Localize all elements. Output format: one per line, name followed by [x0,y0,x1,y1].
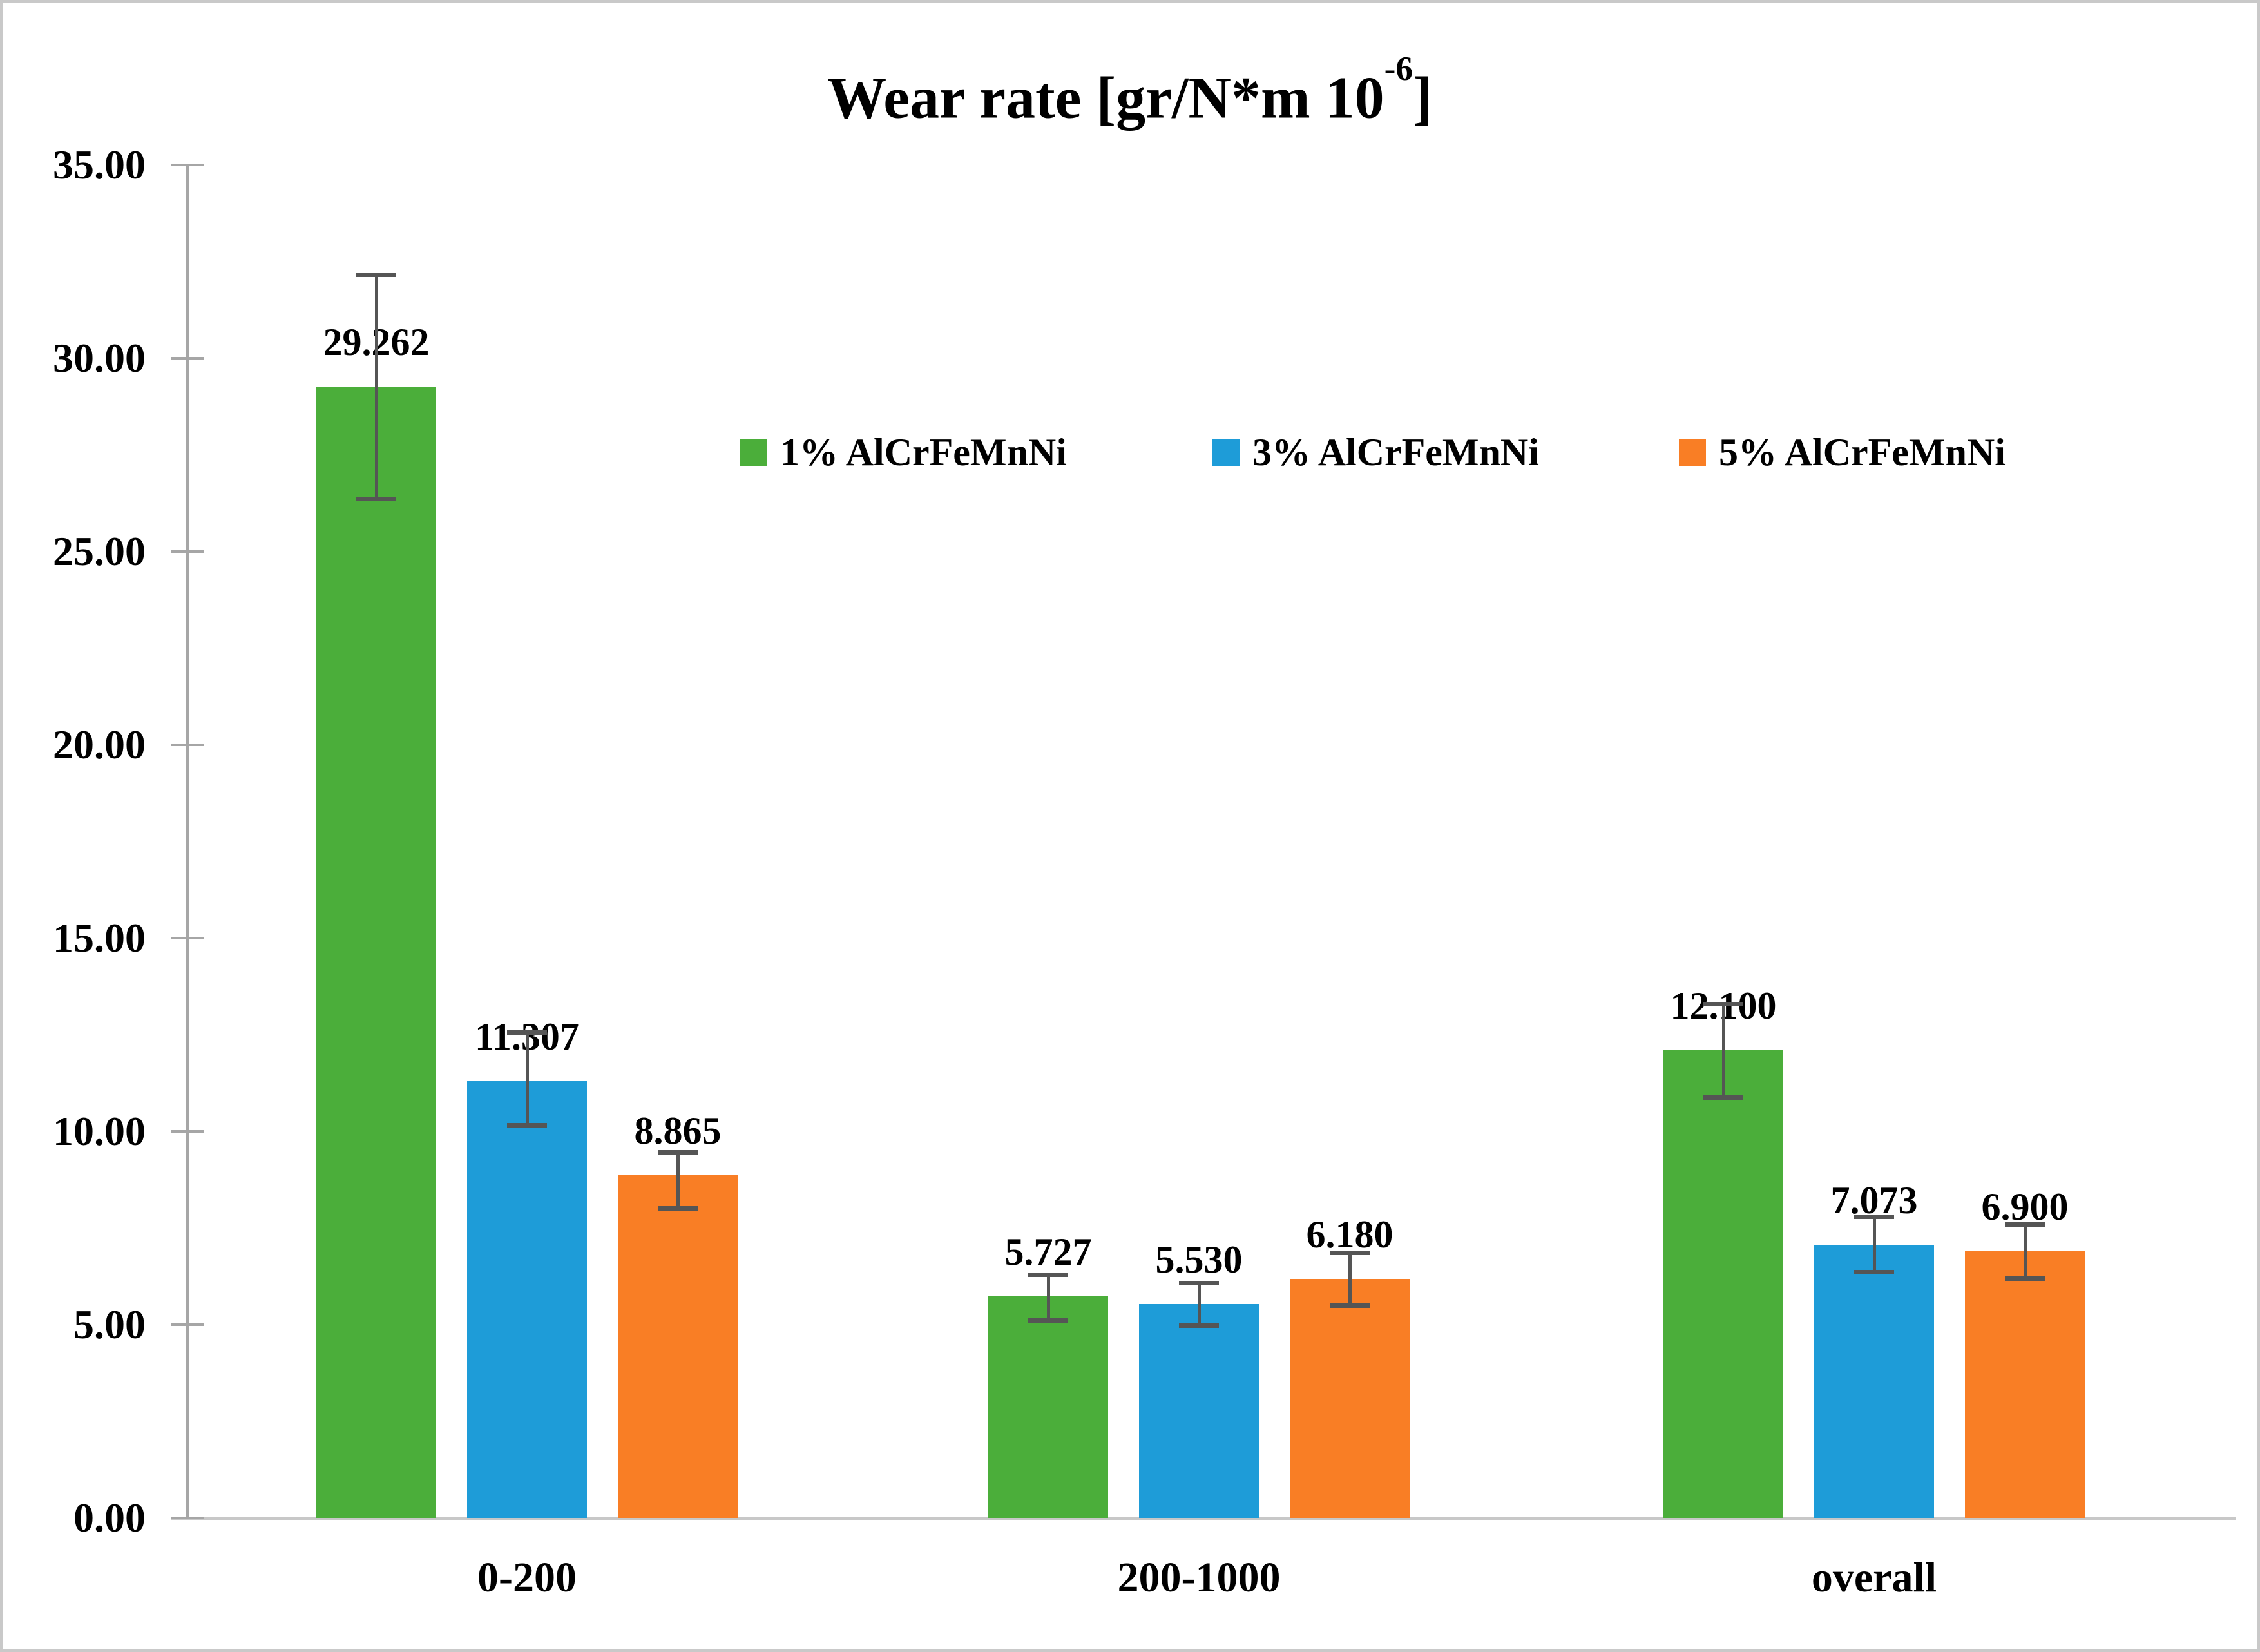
legend-item-3-alcrfemnni: 3% AlCrFeMnNi [1212,431,1539,474]
error-bar-cap-bottom [507,1122,547,1128]
legend-swatch-icon [740,439,767,466]
error-bar-cap-top [1028,1272,1068,1277]
error-bar-line [1872,1216,1876,1272]
chart-title-text: Wear rate [gr/N*m 10 [827,64,1384,131]
legend-item-1-alcrfemnni: 1% AlCrFeMnNi [740,431,1067,474]
bar-3-alcrfemnni-200-1000 [1139,1304,1259,1518]
y-axis-line [186,165,189,1518]
error-bar-line [1348,1253,1352,1305]
error-bar-cap-top [1854,1215,1894,1220]
error-bar-cap-bottom [1179,1323,1219,1329]
bar-1-alcrfemnni-200-1000 [988,1296,1108,1518]
x-axis-line [171,1517,2236,1520]
error-bar-cap-bottom [1028,1318,1068,1323]
bar-3-alcrfemnni-overall [1814,1244,1934,1518]
error-bar-cap-top [1703,1002,1743,1006]
bar-value-label: 7.073 [1830,1178,1918,1222]
y-axis-tick-label: 35.00 [53,142,146,187]
y-axis-tick [171,1323,204,1326]
bar-value-label: 6.900 [1981,1186,2069,1228]
bar-3-alcrfemnni-0-200 [467,1081,587,1518]
error-bar-cap-top [1330,1251,1370,1256]
error-bar-cap-top [2005,1222,2045,1227]
bar-value-label: 6.180 [1306,1213,1393,1256]
error-bar-line [1721,1004,1725,1098]
y-axis-tick-label: 30.00 [53,335,146,381]
y-axis-tick [171,164,204,166]
y-axis-tick-label: 10.00 [53,1108,146,1154]
bar-5-alcrfemnni-overall [1965,1251,2085,1518]
bar-value-label: 5.530 [1155,1238,1243,1282]
legend-item-5-alcrfemnni: 5% AlCrFeMnNi [1679,431,2006,474]
legend-swatch-icon [1679,439,1706,466]
error-bar-cap-bottom [658,1206,698,1211]
legend-swatch-icon [1212,439,1240,466]
x-axis-category-label: overall [1811,1554,1937,1601]
error-bar-cap-top [658,1150,698,1155]
error-bar-line [676,1152,680,1209]
chart-title-suffix: ] [1413,64,1433,131]
error-bar-cap-top [507,1030,547,1035]
legend-label: 1% AlCrFeMnNi [780,431,1067,474]
bar-5-alcrfemnni-200-1000 [1290,1279,1410,1518]
chart-title: Wear rate [gr/N*m 10-6] [3,49,2257,133]
y-axis-tick [171,357,204,360]
y-axis-tick [171,1517,204,1519]
x-axis-category-label: 0-200 [477,1554,577,1601]
error-bar-line [1046,1274,1050,1320]
bar-5-alcrfemnni-0-200 [618,1175,738,1518]
error-bar-cap-top [1179,1281,1219,1286]
error-bar-cap-bottom [356,497,396,502]
bar-1-alcrfemnni-0-200 [316,387,436,1518]
error-bar-line [1197,1283,1201,1326]
error-bar-line [374,274,378,499]
legend-label: 3% AlCrFeMnNi [1252,431,1539,474]
y-axis-tick [171,550,204,553]
y-axis-tick [171,937,204,939]
chart-title-superscript: -6 [1384,49,1413,88]
error-bar-cap-bottom [1703,1095,1743,1100]
y-axis-tick-label: 5.00 [73,1301,146,1347]
y-axis-tick-label: 20.00 [53,722,146,767]
y-axis-tick-label: 15.00 [53,915,146,961]
legend-label: 5% AlCrFeMnNi [1719,431,2006,474]
y-axis-tick-label: 25.00 [53,528,146,574]
bar-value-label: 8.865 [634,1109,722,1153]
error-bar-line [525,1032,529,1125]
y-axis-tick-label: 0.00 [73,1495,146,1541]
x-axis-category-label: 200-1000 [1117,1554,1281,1601]
error-bar-cap-bottom [1854,1269,1894,1274]
y-axis-tick [171,1130,204,1133]
error-bar-cap-bottom [1330,1303,1370,1308]
error-bar-line [2023,1224,2027,1278]
bar-value-label: 5.727 [1004,1231,1092,1274]
bar-1-alcrfemnni-overall [1663,1050,1783,1518]
y-axis-tick [171,744,204,746]
error-bar-cap-bottom [2005,1276,2045,1281]
error-bar-cap-top [356,273,396,278]
